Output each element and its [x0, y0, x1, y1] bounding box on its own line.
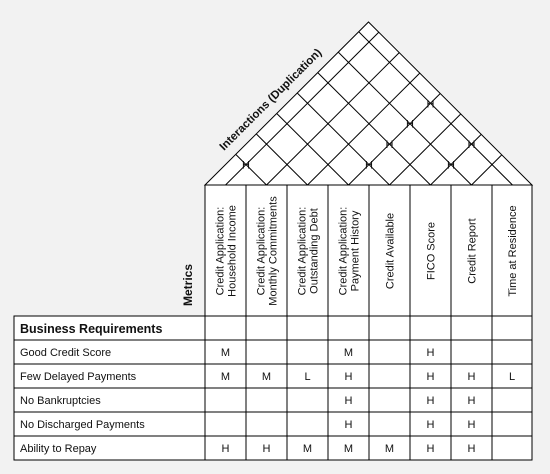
- metric-label-6: Credit Report: [467, 218, 479, 283]
- roof-diagonal-left: [235, 153, 267, 186]
- metric-label-3: Credit Application:Payment History: [338, 207, 362, 296]
- relationship-mark: H: [468, 419, 476, 431]
- relationship-mark: M: [344, 443, 353, 455]
- metric-label-5: FICO Score: [426, 222, 438, 280]
- metric-label-0: Credit Application:Household Income: [215, 205, 239, 297]
- roof-diagonal-left: [317, 72, 431, 186]
- roof-diagonal-right: [348, 93, 441, 186]
- relationship-mark: M: [262, 371, 271, 383]
- relationship-mark: L: [304, 371, 310, 383]
- relationship-mark: H: [427, 371, 435, 383]
- relationship-mark: H: [345, 371, 353, 383]
- requirements-header: Business Requirements: [20, 322, 162, 336]
- roof-mark: H: [365, 160, 373, 172]
- roof-diagonal-right: [471, 154, 503, 186]
- relationship-mark: H: [427, 419, 435, 431]
- relationship-mark: H: [222, 443, 230, 455]
- requirement-label: No Bankruptcies: [20, 395, 101, 407]
- requirement-label: Few Delayed Payments: [20, 371, 137, 383]
- requirement-label: No Discharged Payments: [20, 419, 145, 431]
- relationship-mark: H: [468, 395, 476, 407]
- metric-label-1: Credit Application:Monthly Commitments: [256, 196, 280, 306]
- roof-diagonal-left: [296, 92, 390, 186]
- requirement-label: Good Credit Score: [20, 347, 111, 359]
- roof-mark: H: [406, 119, 414, 131]
- roof-diagonal-left: [337, 51, 472, 186]
- relationship-mark: H: [468, 443, 476, 455]
- relationship-mark: H: [427, 347, 435, 359]
- roof-diagonal-right: [266, 52, 400, 186]
- metric-label-4: Credit Available: [385, 213, 397, 289]
- relationship-mark: M: [221, 347, 230, 359]
- roof-diagonal-left: [255, 133, 308, 186]
- relationship-mark: L: [509, 371, 515, 383]
- roof-diagonal-right: [225, 31, 380, 186]
- relationship-mark: M: [221, 371, 230, 383]
- relationship-mark: H: [263, 443, 271, 455]
- roof-diagonal-right: [389, 113, 462, 186]
- relationship-mark: H: [427, 395, 435, 407]
- roof-mark: H: [468, 139, 476, 151]
- roof-diagonal-right: [307, 72, 421, 186]
- relationship-mark: H: [427, 443, 435, 455]
- roof-diagonal-left: [276, 113, 349, 186]
- metrics-label: Metrics: [181, 264, 195, 306]
- roof-mark: H: [447, 160, 455, 172]
- metric-label-2: Credit Application:Outstanding Debt: [297, 207, 321, 296]
- roof-mark: H: [386, 139, 394, 151]
- metric-label-7: Time at Residence: [507, 205, 519, 296]
- roof-mark: H: [427, 98, 435, 110]
- requirement-label: Ability to Repay: [20, 443, 97, 455]
- relationship-mark: M: [303, 443, 312, 455]
- roof-mark: H: [242, 160, 250, 172]
- relationship-mark: M: [344, 347, 353, 359]
- roof-diagonal-right: [430, 134, 482, 186]
- relationship-mark: M: [385, 443, 394, 455]
- relationship-mark: H: [345, 419, 353, 431]
- relationship-mark: H: [345, 395, 353, 407]
- relationship-mark: H: [468, 371, 476, 383]
- roof-diagonal-left: [358, 31, 513, 186]
